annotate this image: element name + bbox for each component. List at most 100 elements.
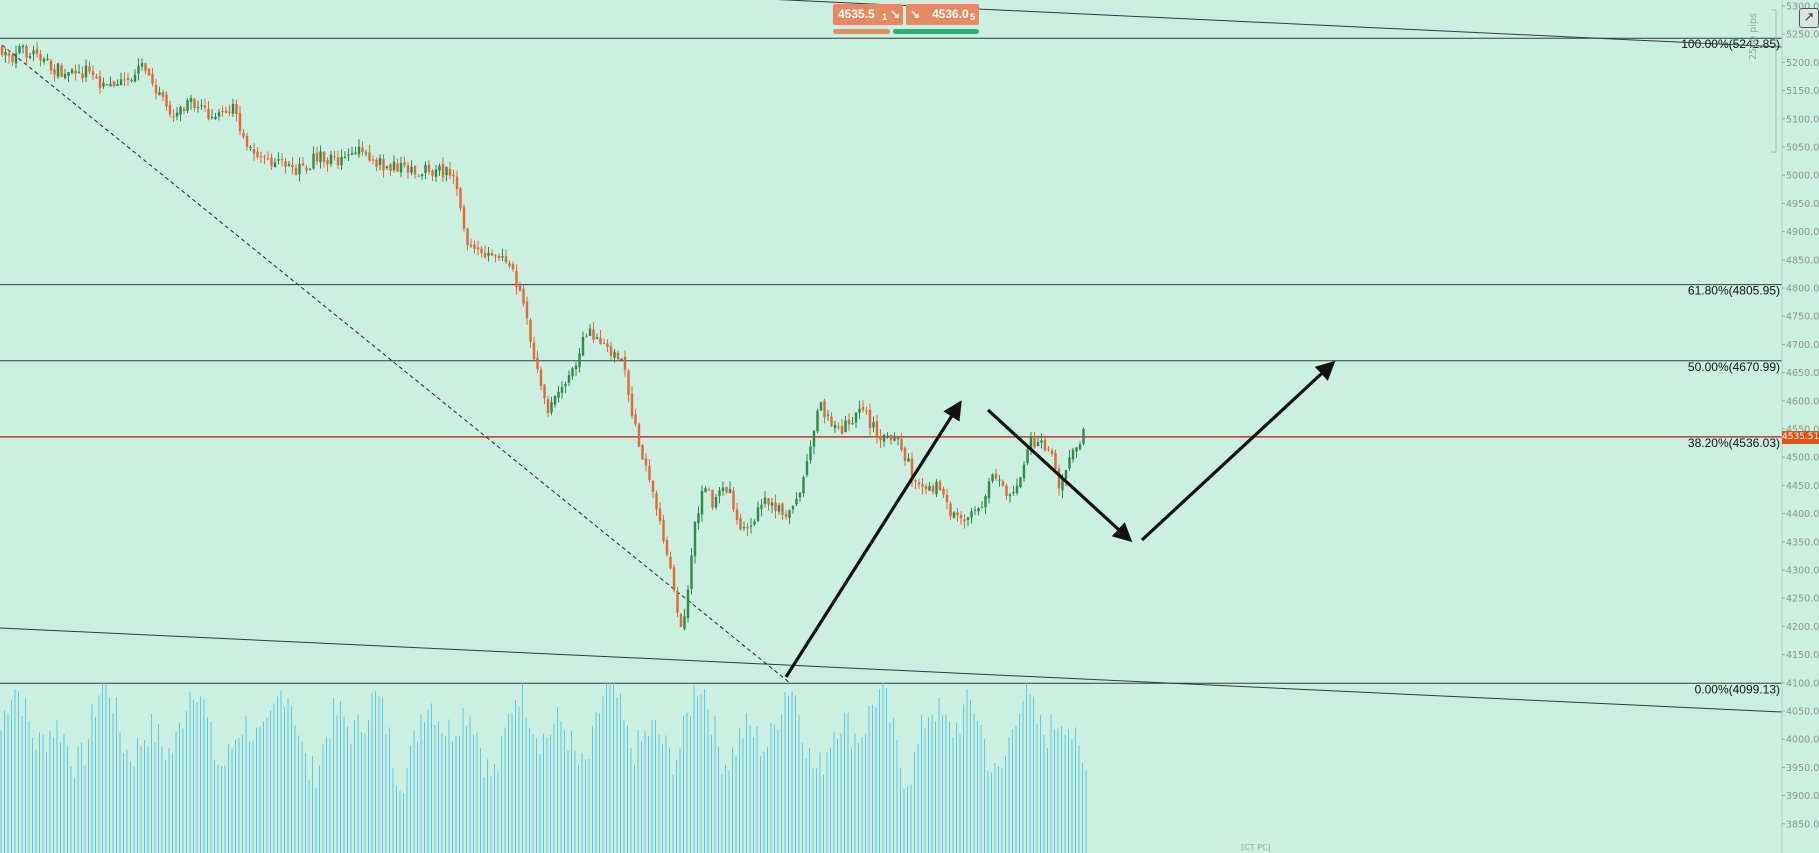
candle-body xyxy=(623,356,627,371)
candle-body xyxy=(858,408,861,413)
sell-price-box[interactable]: 4535.5 1 ↘ xyxy=(833,4,903,25)
candle-body xyxy=(728,489,732,493)
candle-body xyxy=(221,111,224,113)
candle-body xyxy=(228,111,231,114)
candle-body xyxy=(501,256,504,258)
candle-body xyxy=(179,106,182,115)
candle-body xyxy=(1019,477,1022,488)
candle-body xyxy=(4,51,7,56)
price-axis-label: 5250.0 xyxy=(1786,30,1819,41)
candle-body xyxy=(455,176,459,190)
candle-body xyxy=(137,65,140,74)
candle-body xyxy=(399,162,403,173)
candle-body xyxy=(144,63,147,71)
candle-body xyxy=(557,392,560,398)
candle-body xyxy=(844,420,847,433)
candle-body xyxy=(700,491,704,515)
candle-body xyxy=(256,151,259,158)
candle-body xyxy=(564,383,567,387)
trend-arrow xyxy=(1140,360,1336,542)
candle-body xyxy=(987,481,991,499)
candle-body xyxy=(529,319,532,342)
candle-body xyxy=(945,494,949,502)
candle-body xyxy=(473,244,476,249)
candle-body xyxy=(543,384,546,399)
candle-body xyxy=(907,458,910,462)
candle-body xyxy=(25,46,28,58)
fib-level-label: 0.00%(4099.13) xyxy=(1695,682,1780,696)
candle-body xyxy=(795,498,798,505)
candle-body xyxy=(445,167,448,176)
candle-body xyxy=(161,92,165,97)
candle-body xyxy=(60,65,63,77)
candle-body xyxy=(1033,438,1036,448)
candle-body xyxy=(560,387,564,393)
candle-body xyxy=(329,154,333,164)
candle-body xyxy=(235,104,238,115)
candle-body xyxy=(1054,452,1057,470)
candle-body xyxy=(994,473,998,479)
price-axis-label: 4150.0 xyxy=(1786,650,1819,661)
price-axis-label: 4500.0 xyxy=(1786,453,1819,464)
candle-body xyxy=(931,485,935,493)
candle-body xyxy=(357,146,361,155)
price-axis-label: 4650.0 xyxy=(1786,368,1819,379)
candle-body xyxy=(1008,494,1012,497)
buy-price-box[interactable]: ↘ 4536.0 5 xyxy=(906,4,979,25)
candle-body xyxy=(105,83,109,86)
candle-body xyxy=(634,414,637,425)
candle-body xyxy=(1029,437,1033,451)
candle-body xyxy=(322,151,326,162)
lower-trend-line xyxy=(0,627,1783,713)
candle-body xyxy=(368,152,371,161)
candle-body xyxy=(784,513,788,517)
candle-body xyxy=(133,74,137,82)
popout-icon[interactable]: ↗ xyxy=(1799,8,1819,28)
candle-body xyxy=(777,505,781,512)
candle-body xyxy=(1078,444,1082,450)
candle-body xyxy=(49,60,53,71)
price-axis-label: 4950.0 xyxy=(1786,199,1819,210)
candle-body xyxy=(340,156,343,166)
candle-body xyxy=(917,482,921,485)
candle-body xyxy=(298,164,301,175)
candle-body xyxy=(63,73,67,79)
fib-level-label: 61.80%(4805.95) xyxy=(1688,284,1780,298)
candle-body xyxy=(172,116,175,118)
candle-body xyxy=(868,409,872,428)
candle-body xyxy=(914,480,917,482)
candle-body xyxy=(410,167,413,173)
candle-body xyxy=(539,369,543,386)
candle-body xyxy=(182,108,186,111)
candle-body xyxy=(515,271,518,287)
price-axis-label: 4900.0 xyxy=(1786,227,1819,238)
candle-body xyxy=(350,153,354,155)
candle-body xyxy=(1015,485,1019,494)
candle-body xyxy=(305,167,308,171)
candle-body xyxy=(312,153,315,169)
candle-body xyxy=(669,556,672,569)
candle-body xyxy=(294,167,298,175)
candle-body xyxy=(11,55,14,62)
candle-body xyxy=(935,481,938,495)
candle-body xyxy=(518,284,522,291)
candle-body xyxy=(175,112,179,117)
candle-body xyxy=(1082,428,1085,444)
candle-body xyxy=(214,116,217,120)
trend-arrow xyxy=(986,408,1133,543)
candle-body xyxy=(319,151,322,163)
candle-body xyxy=(690,555,693,589)
price-axis-label: 4800.0 xyxy=(1786,284,1819,295)
candle-body xyxy=(805,461,809,475)
candle-body xyxy=(1043,439,1047,451)
candle-body xyxy=(742,527,746,529)
candle-body xyxy=(413,165,417,175)
candle-body xyxy=(315,152,319,162)
candle-body xyxy=(851,423,854,425)
candle-body xyxy=(438,165,441,171)
candle-body xyxy=(242,132,245,137)
candle-body xyxy=(770,502,774,506)
candle-body xyxy=(126,77,130,80)
